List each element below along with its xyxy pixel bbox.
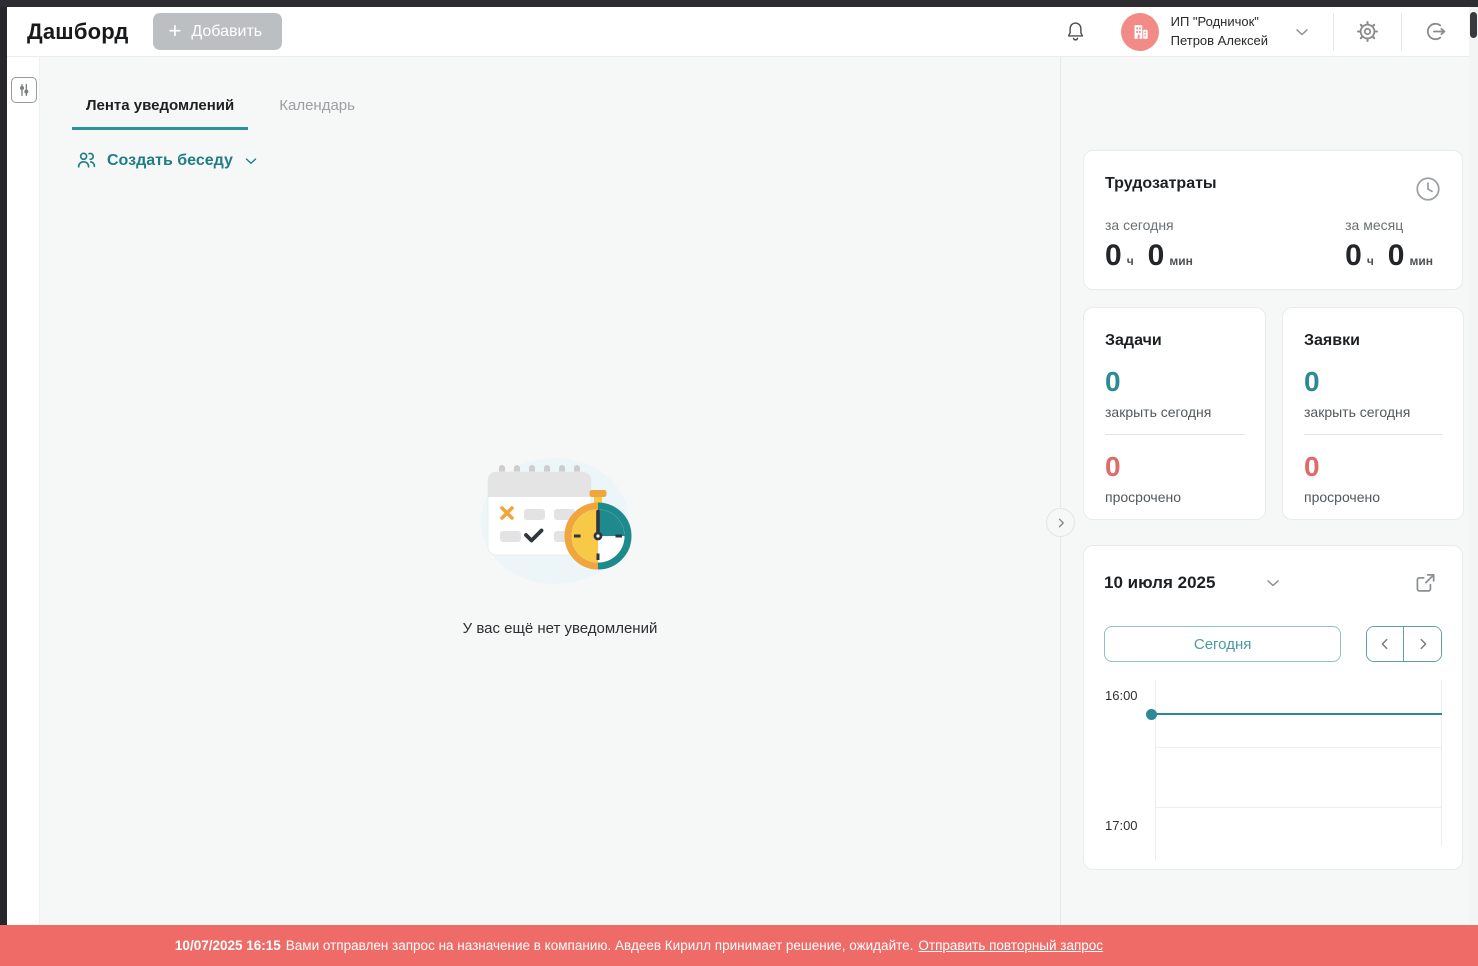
clock-icon: [1416, 177, 1440, 201]
requests-overdue-value: 0: [1304, 451, 1320, 482]
tasks-close-today-value: 0: [1105, 366, 1121, 397]
chevron-down-icon: [245, 157, 257, 164]
app-header: Дашборд + Добавить: [7, 7, 1478, 57]
mini-calendar-card: 10 июля 2025: [1083, 545, 1463, 870]
header-divider: [1401, 12, 1402, 51]
time-label: 17:00: [1105, 818, 1138, 833]
timesheet-today-label: за сегодня: [1105, 217, 1174, 233]
timesheet-today-minutes: 0: [1147, 239, 1165, 272]
empty-state: У вас ещё нет уведомлений: [40, 449, 1080, 637]
banner-message: Вами отправлен запрос на назначение в ко…: [285, 938, 914, 953]
notifications-bell-button[interactable]: [1060, 16, 1091, 47]
resend-request-link[interactable]: Отправить повторный запрос: [918, 938, 1104, 953]
window-frame-top: [0, 0, 1478, 7]
card-divider: [1105, 434, 1245, 435]
tasks-card: Задачи 0 закрыть сегодня 0 просрочено: [1083, 307, 1266, 520]
tasks-overdue-value: 0: [1105, 451, 1121, 482]
notification-banner: 10/07/2025 16:15 Вами отправлен запрос н…: [0, 925, 1478, 966]
next-day-button[interactable]: [1404, 627, 1441, 661]
previous-day-button[interactable]: [1367, 627, 1405, 661]
user-menu-button[interactable]: [1288, 18, 1316, 46]
sliders-icon: [20, 84, 29, 96]
day-timeline: 16:00 17:00: [1104, 680, 1442, 860]
avatar[interactable]: [1120, 12, 1159, 51]
left-rail: [7, 57, 40, 925]
timesheet-today: за сегодня 0 ч 0 мин: [1105, 217, 1202, 273]
widget-settings-button[interactable]: [11, 77, 37, 103]
timeline-left-line: [1155, 680, 1156, 860]
calendar-date-dropdown[interactable]: [1263, 573, 1283, 593]
tab-notifications-feed[interactable]: Лента уведомлений: [72, 97, 249, 130]
page-title: Дашборд: [27, 18, 129, 44]
panel-collapse-button[interactable]: [1046, 508, 1075, 537]
bell-icon: [1067, 22, 1083, 41]
tasks-overdue-label: просрочено: [1105, 489, 1182, 505]
banner-timestamp: 10/07/2025 16:15: [174, 938, 281, 953]
header-divider: [1333, 12, 1334, 51]
current-time-indicator[interactable]: [1146, 709, 1442, 720]
calendar-stopwatch-illustration: [481, 458, 632, 584]
logout-button[interactable]: [1419, 15, 1452, 48]
widgets-panel: Трудозатраты за сегодня 0 ч 0 мин: [1046, 57, 1478, 925]
chevron-down-icon: [1267, 580, 1280, 587]
timesheet-month-hours: 0: [1345, 239, 1362, 272]
calendar-nav-group: [1366, 626, 1442, 662]
add-button-label: Добавить: [191, 22, 263, 40]
requests-title: Заявки: [1304, 332, 1360, 349]
external-link-icon: [1416, 574, 1435, 592]
hours-unit: ч: [1126, 254, 1134, 268]
minutes-unit: мин: [1409, 254, 1433, 268]
create-conversation-button[interactable]: Создать беседу: [75, 149, 260, 172]
tasks-title: Задачи: [1105, 332, 1162, 349]
timesheet-today-hours: 0: [1105, 239, 1122, 272]
chevron-right-icon: [1420, 638, 1426, 650]
timeline-right-line: [1441, 680, 1442, 846]
timesheet-month-label: за месяц: [1345, 217, 1404, 233]
user-block[interactable]: ИП "Родничок" Петров Алексей: [1171, 13, 1268, 51]
people-icon: [77, 152, 96, 168]
requests-overdue-label: просрочено: [1304, 489, 1381, 505]
window-frame-left: [0, 7, 7, 925]
feed-content: Лента уведомлений Календарь Создать бесе…: [40, 57, 1060, 925]
tasks-close-today-label: закрыть сегодня: [1105, 404, 1212, 420]
org-name: ИП "Родничок": [1170, 13, 1259, 29]
timeline-gridline: [1155, 807, 1442, 808]
create-conversation-label: Создать беседу: [107, 151, 233, 169]
company-building-icon: [1134, 24, 1148, 39]
requests-close-today-value: 0: [1304, 366, 1320, 397]
scrollbar-thumb[interactable]: [1470, 12, 1477, 38]
timesheet-card: Трудозатраты за сегодня 0 ч 0 мин: [1083, 150, 1463, 290]
tab-bar: Лента уведомлений Календарь: [72, 97, 369, 130]
settings-button[interactable]: [1351, 15, 1384, 48]
add-button[interactable]: + Добавить: [152, 13, 283, 50]
timesheet-title: Трудозатраты: [1105, 175, 1217, 192]
main-area: Лента уведомлений Календарь Создать бесе…: [40, 57, 1478, 925]
chevron-left-icon: [1381, 638, 1388, 650]
open-calendar-button[interactable]: [1408, 566, 1442, 600]
empty-state-message: У вас ещё нет уведомлений: [462, 620, 658, 637]
chevron-down-icon: [1296, 28, 1308, 35]
hours-unit: ч: [1366, 254, 1374, 268]
plus-icon: +: [168, 17, 182, 43]
user-name: Петров Алексей: [1170, 32, 1268, 48]
time-label: 16:00: [1105, 688, 1138, 703]
requests-close-today-label: закрыть сегодня: [1304, 404, 1411, 420]
timesheet-month-minutes: 0: [1387, 239, 1405, 272]
tab-calendar[interactable]: Календарь: [279, 97, 355, 114]
timesheet-month: за месяц 0 ч 0 мин: [1345, 217, 1442, 273]
logout-icon: [1426, 22, 1446, 41]
requests-card: Заявки 0 закрыть сегодня 0 просрочено: [1282, 307, 1464, 520]
chevron-right-icon: [1058, 518, 1064, 527]
minutes-unit: мин: [1169, 254, 1193, 268]
gear-icon: [1357, 21, 1378, 42]
timeline-gridline: [1155, 747, 1442, 748]
card-divider: [1304, 434, 1443, 435]
calendar-date-label: 10 июля 2025: [1104, 573, 1216, 592]
scrollbar-track[interactable]: [1469, 7, 1478, 925]
calendar-controls: Сегодня: [1104, 626, 1442, 662]
today-button[interactable]: Сегодня: [1104, 626, 1342, 662]
